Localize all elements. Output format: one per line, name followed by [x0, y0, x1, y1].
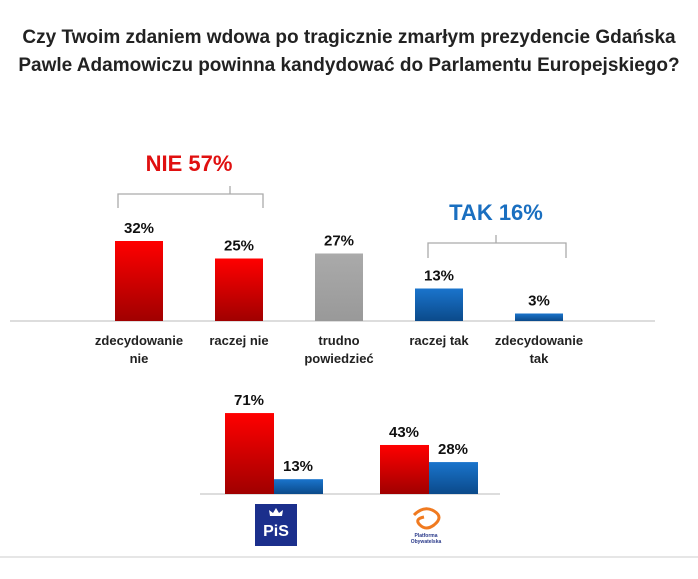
title-line-1: Czy Twoim zdaniem wdowa po tragicznie zm… [22, 27, 676, 48]
data-label: 25% [224, 238, 254, 255]
svg-text:Obywatelska: Obywatelska [411, 539, 442, 545]
data-label: 13% [283, 458, 313, 475]
bar [225, 413, 274, 494]
pis-logo: PiS [255, 504, 297, 546]
bar [415, 288, 463, 321]
category-label: tak [530, 351, 550, 366]
category-label: raczej tak [409, 333, 469, 348]
category-label: nie [130, 351, 149, 366]
bar [380, 444, 429, 494]
tak-bracket [427, 235, 567, 258]
bar [115, 241, 163, 321]
svg-text:PiS: PiS [263, 523, 289, 540]
data-label: 3% [528, 293, 550, 310]
category-label: zdecydowanie [95, 333, 183, 348]
tak-group-label: TAK 16% [449, 200, 543, 225]
data-label: 27% [324, 233, 354, 250]
bar [274, 479, 323, 494]
data-label: 71% [234, 392, 264, 409]
bar [315, 253, 363, 321]
bar [429, 462, 478, 494]
data-label: 13% [424, 268, 454, 285]
category-label: powiedzieć [304, 351, 373, 366]
data-label: 32% [124, 220, 154, 237]
nie-bracket [117, 186, 264, 208]
po-logo: Platforma Obywatelska [411, 507, 442, 545]
data-label: 43% [389, 424, 419, 441]
bar [215, 258, 263, 321]
bar [515, 313, 563, 321]
chart-title: Czy Twoim zdaniem wdowa po tragicznie zm… [0, 24, 698, 80]
svg-text:Platforma: Platforma [414, 533, 437, 539]
category-label: raczej nie [209, 333, 268, 348]
title-line-2: Pawle Adamowiczu powinna kandydować do P… [18, 55, 680, 76]
category-label: trudno [318, 333, 359, 348]
nie-group-label: NIE 57% [146, 151, 233, 176]
category-label: zdecydowanie [495, 333, 583, 348]
data-label: 28% [438, 441, 468, 458]
